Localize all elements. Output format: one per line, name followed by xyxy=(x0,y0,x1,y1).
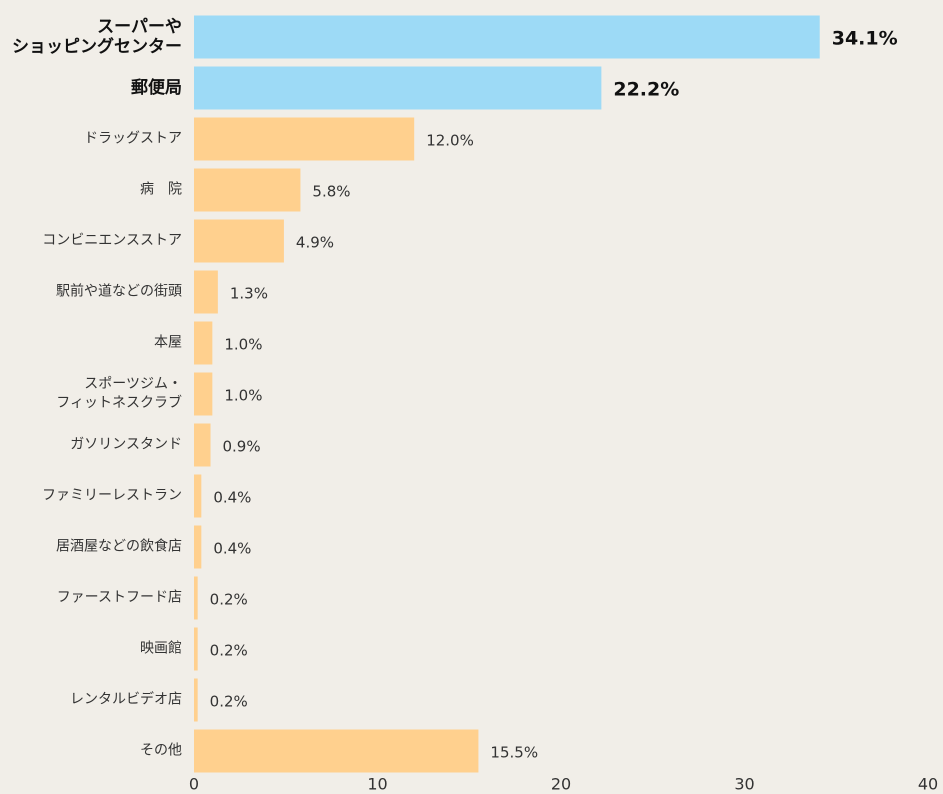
bar xyxy=(194,219,284,263)
value-label: 0.2% xyxy=(210,693,248,711)
value-label: 1.0% xyxy=(224,336,262,354)
bar xyxy=(194,117,415,161)
value-label: 34.1% xyxy=(832,28,898,50)
bar xyxy=(194,66,602,110)
category-label: 居酒屋などの飲食店 xyxy=(56,538,182,555)
category-label: ファミリーレストラン xyxy=(42,487,182,504)
bar xyxy=(194,168,301,212)
value-label: 15.5% xyxy=(490,744,538,762)
bar xyxy=(194,15,820,59)
bar xyxy=(194,423,211,467)
value-label: 22.2% xyxy=(613,79,679,101)
category-label: スポーツジム・ フィットネスクラブ xyxy=(56,376,182,411)
bar xyxy=(194,372,213,416)
x-tick-label: 20 xyxy=(551,775,571,794)
x-tick-label: 0 xyxy=(189,775,199,794)
category-label: 病 院 xyxy=(140,181,182,198)
value-label: 0.9% xyxy=(223,438,261,456)
category-label: 本屋 xyxy=(154,334,182,351)
value-label: 5.8% xyxy=(312,183,350,201)
bar xyxy=(194,627,198,671)
bar xyxy=(194,576,198,620)
x-tick-label: 40 xyxy=(918,775,938,794)
category-label: レンタルビデオ店 xyxy=(70,691,182,708)
category-label: ドラッグストア xyxy=(84,130,182,147)
category-label: スーパーや ショッピングセンター xyxy=(12,17,182,57)
category-label: コンビニエンスストア xyxy=(42,232,182,249)
category-label: 映画館 xyxy=(140,640,182,657)
value-label: 1.3% xyxy=(230,285,268,303)
value-label: 1.0% xyxy=(224,387,262,405)
value-label: 4.9% xyxy=(296,234,334,252)
value-label: 0.4% xyxy=(213,489,251,507)
bar xyxy=(194,678,198,722)
value-label: 0.2% xyxy=(210,591,248,609)
bar xyxy=(194,729,479,773)
bar xyxy=(194,525,202,569)
bar xyxy=(194,270,218,314)
category-label: その他 xyxy=(140,742,182,759)
category-label: ガソリンスタンド xyxy=(70,436,182,453)
bar xyxy=(194,321,213,365)
x-tick-label: 10 xyxy=(367,775,387,794)
category-label: 郵便局 xyxy=(131,78,182,98)
category-label: ファーストフード店 xyxy=(56,589,182,606)
bar xyxy=(194,474,202,518)
category-label: 駅前や道などの街頭 xyxy=(56,283,182,300)
value-label: 12.0% xyxy=(426,132,474,150)
value-label: 0.4% xyxy=(213,540,251,558)
x-tick-label: 30 xyxy=(734,775,754,794)
value-label: 0.2% xyxy=(210,642,248,660)
